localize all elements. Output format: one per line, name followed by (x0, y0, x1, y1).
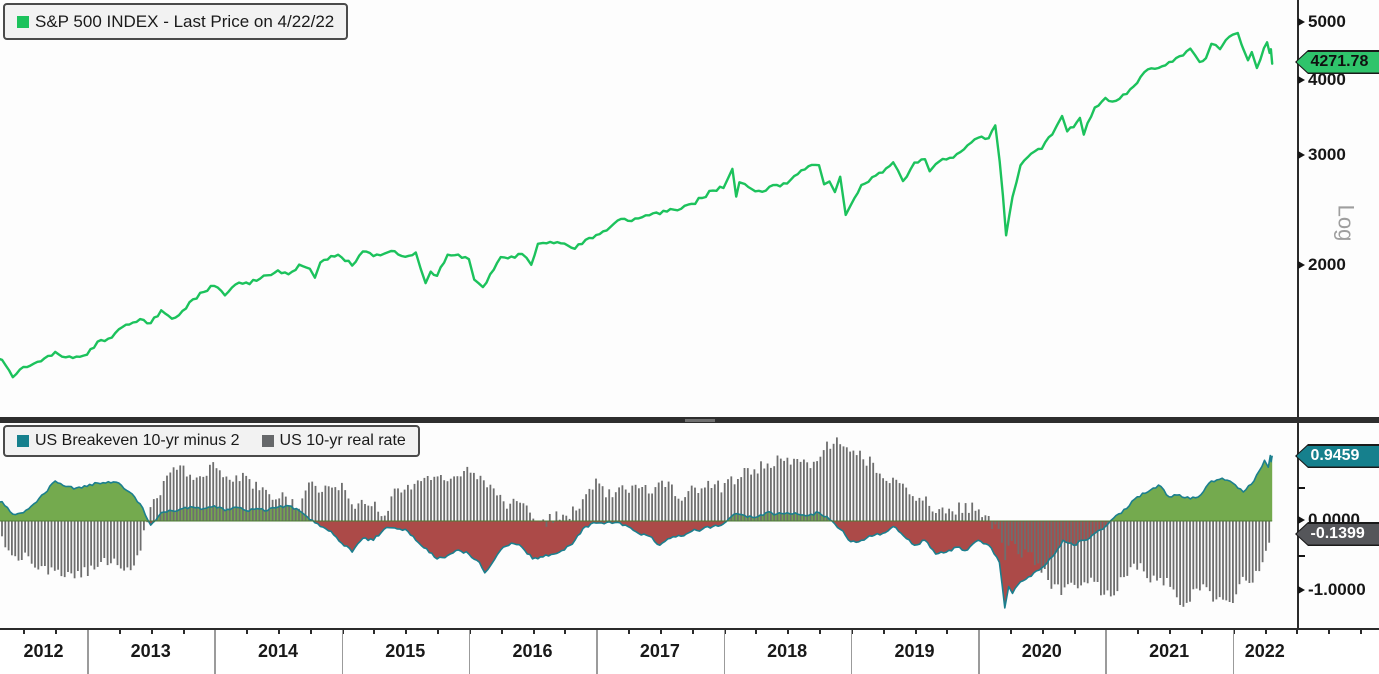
x-axis-quarter-tick-icon (691, 630, 694, 634)
price-chart-area[interactable] (0, 0, 1297, 417)
x-axis-quarter-tick-icon (914, 630, 917, 634)
realrate-swatch-icon (261, 435, 274, 447)
axis-minor-tick-icon (1298, 555, 1305, 557)
axis-tick-icon (1298, 18, 1305, 26)
x-axis-year-separator (87, 630, 89, 674)
x-axis-quarter-tick-icon (1360, 630, 1362, 634)
rates-chart-area[interactable] (0, 424, 1297, 628)
price-legend[interactable]: S&P 500 INDEX - Last Price on 4/22/22 (3, 3, 349, 40)
price-tick-3000: 3000 (1308, 145, 1346, 164)
splitter-handle-icon[interactable] (685, 418, 715, 422)
sp500-swatch-icon (17, 15, 29, 28)
legend-label: S&P 500 INDEX - Last Price on 4/22/22 (35, 11, 335, 31)
x-axis-quarter-tick-icon (532, 630, 535, 634)
x-axis-quarter-tick-icon (1041, 630, 1044, 634)
x-axis-quarter-tick-icon (659, 630, 662, 634)
x-axis-year-separator (1105, 630, 1107, 674)
x-axis-year-separator (214, 630, 216, 674)
x-axis-quarter-tick-icon (1073, 630, 1076, 634)
legend-label: US 10-yr real rate (279, 432, 406, 449)
x-axis-quarter-tick-icon (373, 630, 376, 634)
x-axis-year-separator (468, 630, 471, 674)
x-axis-quarter-tick-icon (1009, 630, 1012, 634)
x-axis-year-label: 2015 (385, 641, 426, 661)
x-axis-quarter-tick-icon (118, 630, 121, 634)
x-axis-quarter-tick-icon (1296, 630, 1299, 634)
x-axis-year-label: 2012 (23, 641, 64, 661)
x-axis-year-label: 2017 (639, 641, 680, 661)
x-axis-year-separator (850, 630, 853, 674)
x-axis-quarter-tick-icon (882, 630, 885, 634)
axis-tick-icon (1298, 151, 1305, 159)
legend-item-realrate[interactable]: US 10-yr real rate (261, 432, 406, 450)
legend-item-breakeven[interactable]: US Breakeven 10-yr minus 2 (17, 432, 240, 450)
x-axis-year-separator (723, 630, 725, 674)
log-scale-label: Log (1333, 204, 1359, 242)
x-axis-year-label: 2013 (130, 641, 171, 661)
x-axis-quarter-tick-icon (437, 630, 440, 634)
x-axis-quarter-tick-icon (309, 630, 312, 634)
x-axis-quarter-tick-icon (55, 630, 58, 634)
x-axis-quarter-tick-icon (150, 630, 153, 634)
axis-tick-icon (1298, 261, 1305, 269)
x-axis-quarter-tick-icon (628, 630, 630, 634)
x-axis-quarter-tick-icon (946, 630, 949, 634)
panel-splitter[interactable] (0, 417, 1379, 423)
last-price-tag: 4271.78 (1295, 50, 1379, 74)
x-axis-quarter-tick-icon (405, 630, 408, 634)
axis-tick-icon (1298, 76, 1305, 84)
x-axis-year-label: 2016 (512, 641, 553, 661)
legend-item-sp500[interactable]: S&P 500 INDEX - Last Price on 4/22/22 (17, 12, 334, 32)
x-axis-year-separator (1232, 630, 1235, 674)
realrate-value-tag: -0.1399 (1295, 522, 1379, 546)
x-axis-year-label: 2022 (1244, 641, 1285, 661)
x-axis-quarter-tick-icon (819, 630, 821, 634)
x-axis-quarter-tick-icon (1200, 630, 1203, 634)
x-axis[interactable]: 2012 2013 2014 2015 2016 2017 2018 2019 2020 2021… (0, 628, 1379, 674)
rates-legend[interactable]: US Breakeven 10-yr minus 2 US 10-yr real… (3, 425, 420, 457)
rates-tick-minus1: -1.0000 (1308, 580, 1366, 599)
x-axis-year-label: 2018 (767, 641, 808, 661)
right-axis: 5000 4000 3000 2000 Log 0.0000 -1.0000 4… (1295, 0, 1379, 628)
x-axis-quarter-tick-icon (277, 630, 280, 634)
x-axis-year-separator (341, 630, 344, 674)
x-axis-year-separator (596, 630, 598, 674)
axis-minor-tick-icon (1298, 487, 1305, 489)
x-axis-year-label: 2021 (1149, 641, 1190, 661)
breakeven-value-tag: 0.9459 (1295, 444, 1379, 468)
x-axis-year-separator (978, 630, 980, 674)
x-axis-quarter-tick-icon (23, 630, 26, 634)
x-axis-quarter-tick-icon (182, 630, 185, 634)
x-axis-quarter-tick-icon (755, 630, 758, 634)
x-axis-quarter-tick-icon (500, 630, 503, 634)
x-axis-quarter-tick-icon (787, 630, 790, 634)
price-tick-2000: 2000 (1308, 255, 1346, 274)
x-axis-quarter-tick-icon (1169, 630, 1172, 634)
breakeven-swatch-icon (17, 435, 29, 447)
legend-label: US Breakeven 10-yr minus 2 (35, 432, 240, 449)
x-axis-year-label: 2014 (257, 641, 299, 661)
x-axis-year-label: 2020 (1021, 641, 1062, 661)
price-tick-4000: 4000 (1308, 70, 1346, 89)
x-axis-quarter-tick-icon (246, 630, 249, 634)
axis-tick-icon (1298, 516, 1305, 524)
x-axis-quarter-tick-icon (1137, 630, 1140, 634)
price-tick-5000: 5000 (1308, 12, 1346, 31)
x-axis-year-label: 2019 (894, 641, 935, 661)
axis-tick-icon (1298, 586, 1305, 594)
x-axis-quarter-tick-icon (564, 630, 567, 634)
x-axis-quarter-tick-icon (1264, 630, 1267, 634)
x-axis-quarter-tick-icon (1328, 630, 1331, 634)
